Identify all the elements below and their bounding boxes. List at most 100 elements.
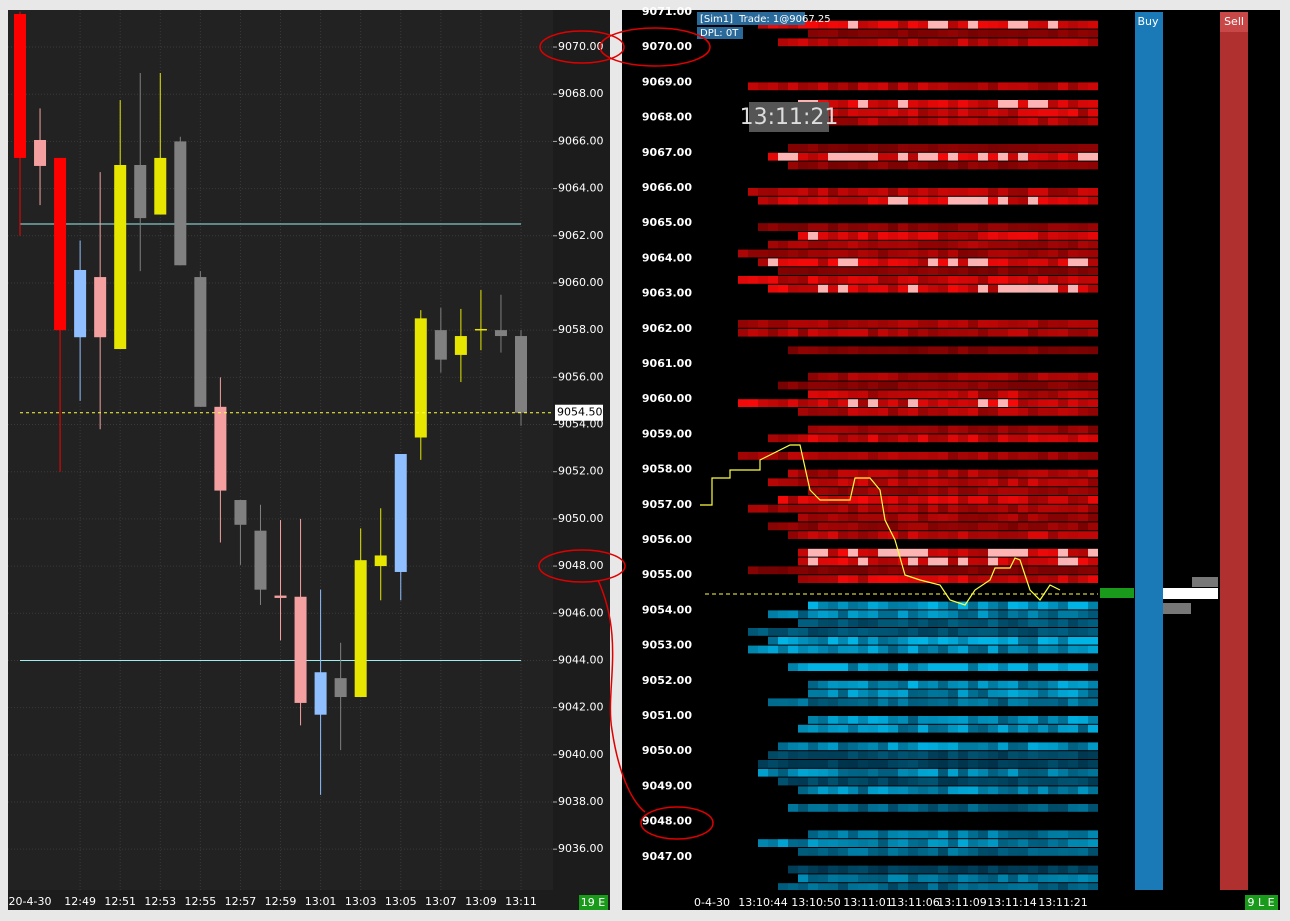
heat-cell: [748, 328, 758, 337]
heat-cell: [828, 513, 838, 522]
heat-cell: [938, 531, 948, 539]
heat-cell: [828, 425, 838, 434]
heat-cell: [1068, 487, 1078, 495]
heat-cell: [938, 381, 948, 390]
heat-cell: [1088, 575, 1098, 583]
heat-cell: [858, 848, 868, 856]
heat-cell: [928, 548, 938, 557]
heat-cell: [828, 636, 838, 645]
heat-cell: [788, 865, 798, 874]
heat-cell: [828, 716, 838, 724]
heat-cell: [808, 38, 818, 47]
heat-cell: [928, 320, 938, 328]
heat-cell: [928, 839, 938, 847]
heat-cell: [988, 346, 998, 355]
heat-cell: [1048, 680, 1058, 689]
heat-cell: [998, 874, 1008, 883]
heat-cell: [908, 390, 918, 399]
heat-cell: [968, 258, 978, 267]
heat-cell: [938, 724, 948, 733]
heat-cell: [848, 399, 858, 407]
heat-cell: [798, 504, 808, 513]
heat-cell: [938, 38, 948, 47]
heat-cell: [948, 663, 958, 671]
heat-cell: [1028, 601, 1038, 610]
heat-cell: [948, 716, 958, 724]
heat-cell: [908, 144, 918, 152]
heat-cell: [818, 610, 828, 619]
heat-cell: [948, 786, 958, 795]
heat-cell: [968, 874, 978, 883]
heat-cell: [858, 636, 868, 645]
heat-cell: [958, 152, 968, 161]
heat-cell: [938, 566, 948, 575]
heat-cell: [928, 117, 938, 126]
heat-cell: [998, 117, 1008, 126]
heat-cell: [1068, 100, 1078, 108]
heat-cell: [798, 548, 808, 557]
heat-cell: [1048, 830, 1058, 839]
heat-cell: [888, 82, 898, 91]
heat-cell: [938, 284, 948, 293]
heat-cell: [858, 610, 868, 619]
heat-cell: [808, 144, 818, 152]
heat-cell: [968, 223, 978, 231]
heat-cell: [848, 478, 858, 487]
heat-cell: [938, 29, 948, 38]
heat-cell: [838, 452, 848, 460]
price-level: 9053.00: [642, 639, 692, 652]
heat-cell: [1038, 716, 1048, 724]
y-tick-label: 9050.00: [558, 512, 604, 525]
heat-cell: [1058, 830, 1068, 839]
heat-cell: [928, 196, 938, 205]
heat-cell: [1008, 328, 1018, 337]
heat-cell: [998, 478, 1008, 487]
heat-cell: [998, 645, 1008, 654]
heat-cell: [898, 434, 908, 443]
heat-cell: [938, 601, 948, 610]
heat-cell: [1018, 469, 1028, 478]
heat-cell: [918, 716, 928, 724]
heat-cell: [928, 346, 938, 355]
heat-cell: [1018, 232, 1028, 240]
heat-cell: [868, 628, 878, 636]
heat-cell: [1028, 531, 1038, 539]
heat-cell: [768, 284, 778, 293]
heat-cell: [878, 188, 888, 196]
annotation-circle: [640, 806, 714, 840]
heat-cell: [1038, 628, 1048, 636]
heat-cell: [938, 504, 948, 513]
heat-cell: [848, 619, 858, 627]
heat-cell: [898, 390, 908, 399]
heat-cell: [958, 760, 968, 768]
heat-cell: [1088, 566, 1098, 575]
heat-cell: [948, 144, 958, 152]
heat-cell: [928, 557, 938, 566]
heat-cell: [968, 751, 978, 759]
heat-cell: [828, 328, 838, 337]
heat-cell: [798, 848, 808, 856]
heat-cell: [788, 504, 798, 513]
heat-cell: [848, 548, 858, 557]
x-tick-label: 13:03: [345, 895, 377, 908]
time-axis: [8, 890, 610, 910]
heat-cell: [858, 372, 868, 381]
heat-cell: [848, 522, 858, 531]
heat-cell: [1078, 232, 1088, 240]
heat-cell: [1038, 320, 1048, 328]
heat-cell: [768, 504, 778, 513]
heat-cell: [1028, 865, 1038, 874]
heat-cell: [1008, 663, 1018, 671]
heat-cell: [1068, 152, 1078, 161]
heat-cell: [1028, 188, 1038, 196]
heat-cell: [1018, 575, 1028, 583]
heat-cell: [868, 839, 878, 847]
heat-cell: [788, 751, 798, 759]
heat-cell: [978, 320, 988, 328]
heat-cell: [998, 636, 1008, 645]
heat-cell: [1048, 751, 1058, 759]
heat-cell: [808, 760, 818, 768]
heat-cell: [878, 232, 888, 240]
heat-cell: [1048, 636, 1058, 645]
heat-cell: [968, 152, 978, 161]
